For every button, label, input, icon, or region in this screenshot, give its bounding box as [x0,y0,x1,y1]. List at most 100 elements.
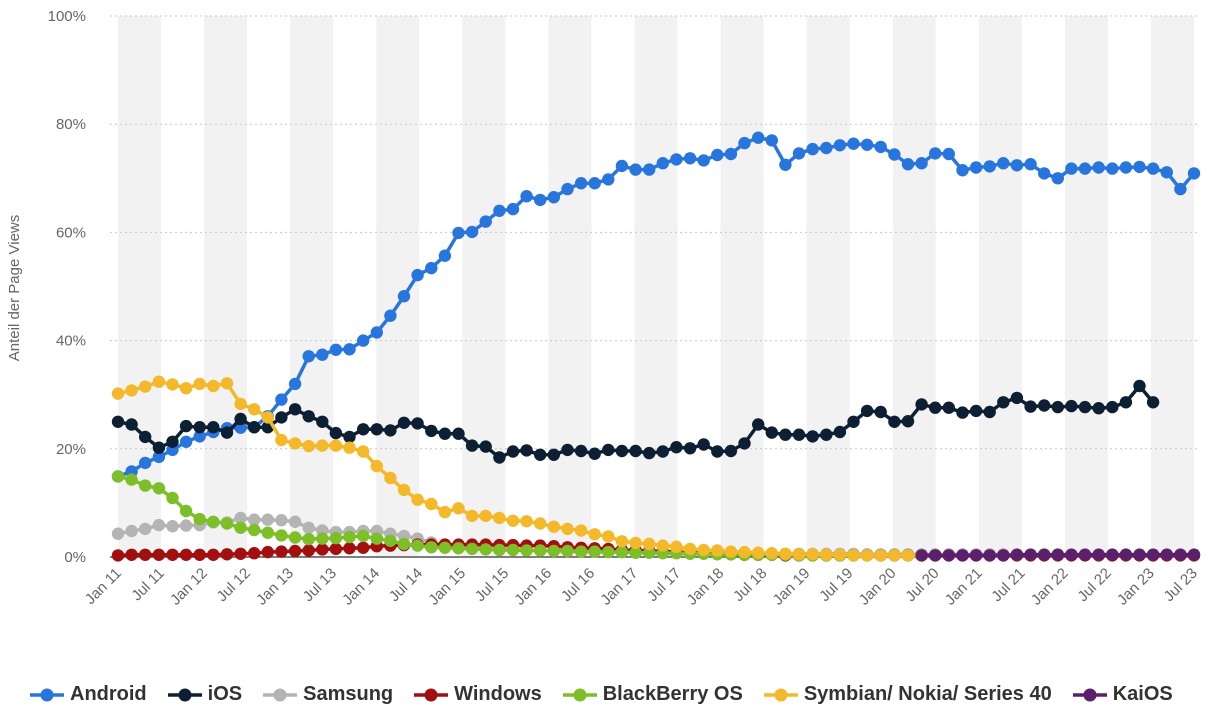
data-point [370,423,383,436]
data-point [833,425,847,439]
data-point [629,546,642,559]
data-point [357,529,370,543]
data-point [765,426,778,439]
data-point [288,377,302,391]
gridlines [110,15,1200,558]
data-point [288,531,302,544]
x-tick-label: Jul 18 [730,565,770,605]
data-point [1106,400,1119,414]
legend-marker [414,688,449,701]
y-tick-label: 0% [64,549,86,566]
data-point [956,549,969,562]
x-tick-label: Jan 11 [82,565,125,608]
data-point [438,249,452,262]
data-point [357,423,370,436]
data-point [792,428,806,441]
legend-marker [763,688,798,701]
data-point [929,549,942,562]
legend-item[interactable]: Samsung [263,683,393,706]
data-point [683,442,697,455]
legend-item[interactable]: Symbian/ Nokia/ Series 40 [763,683,1052,706]
legend-item[interactable]: Android [30,683,147,706]
data-point [465,225,479,239]
data-point [493,204,506,217]
data-point [588,447,601,460]
x-tick-label: Jan 13 [253,565,297,609]
legend-item[interactable]: BlackBerry OS [562,683,743,706]
data-point [452,226,465,240]
background-band [548,16,592,557]
data-point [343,430,356,444]
data-point [1160,548,1174,561]
data-point [152,482,166,495]
x-tick-label: Jul 20 [902,565,942,605]
data-point [234,412,247,426]
data-point [506,543,520,557]
data-point [806,430,819,443]
legend-label: KaiOS [1112,683,1173,705]
data-point [1187,167,1201,180]
data-point [234,511,247,525]
data-point [874,549,887,562]
data-point [942,549,955,562]
data-point [997,157,1010,170]
data-point [711,148,724,162]
data-point [302,439,315,453]
data-point [738,136,751,150]
data-point [738,437,751,450]
data-point [261,545,274,559]
data-point [574,177,588,190]
legend-marker [1072,688,1107,701]
data-point [207,421,220,434]
data-point [125,418,138,431]
data-point [275,545,288,558]
data-point [152,375,166,388]
data-point [792,147,806,160]
data-point [411,417,424,430]
data-point [179,419,193,433]
data-point [983,549,996,562]
x-tick-label: Jul 14 [386,565,426,605]
data-point [275,393,288,406]
data-point [1038,399,1051,412]
legend-item[interactable]: KaiOS [1072,683,1173,706]
background-band [892,16,936,557]
data-point [1187,548,1201,561]
data-point [302,521,315,534]
legend-marker [562,688,597,701]
data-point [302,532,315,546]
legend-item[interactable]: Windows [414,683,542,706]
data-point [166,548,179,561]
data-point [234,397,247,411]
legend: Android iOS Samsung Windows BlackBerry OS Sym… [30,683,1194,706]
data-point [1078,548,1092,561]
data-point [615,159,629,173]
data-point [288,437,302,450]
data-point [711,445,724,458]
data-point [656,157,669,170]
data-point [983,160,996,173]
x-tick-label: Jan 21 [942,565,986,609]
x-tick-label: Jul 15 [472,565,512,605]
x-tick-label: Jul 23 [1161,565,1201,605]
data-point [506,202,520,216]
data-point [1024,158,1037,171]
data-point [615,535,629,548]
data-point [438,427,452,440]
data-point [193,512,206,526]
data-point [316,415,329,428]
data-point [275,433,288,447]
data-point [1051,548,1065,561]
data-point [370,532,383,545]
data-point [643,537,656,551]
line-chart: 0%20%40%60%80%100% Jan 11 Jul 11 Jan 12 Jul… [6,8,1201,609]
legend-item[interactable]: iOS [167,683,242,706]
data-point [125,384,138,397]
data-point [465,439,479,452]
background-band [462,16,506,557]
data-point [888,549,901,562]
data-point [942,401,955,414]
data-point [942,147,955,161]
data-point [1146,162,1160,175]
data-point [384,534,397,547]
